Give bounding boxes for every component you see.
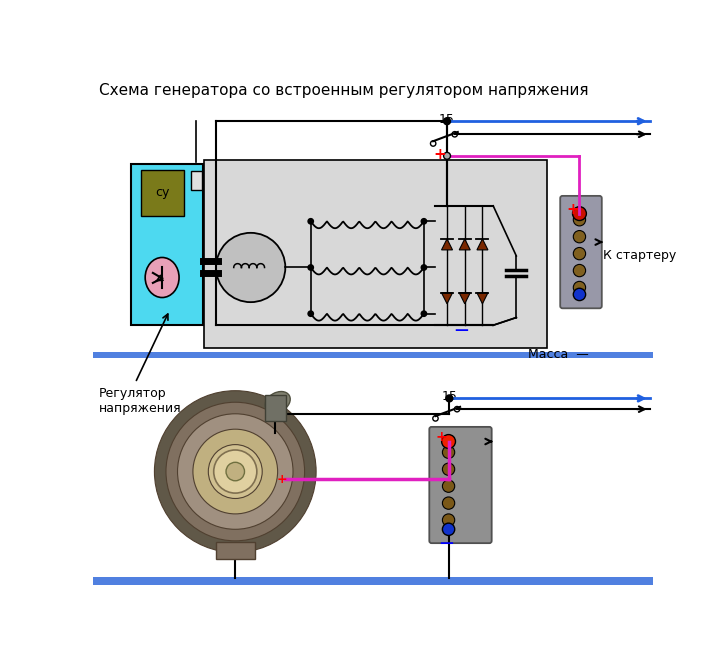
Bar	[191, 171, 202, 191]
Circle shape	[308, 265, 314, 270]
Circle shape	[443, 497, 455, 509]
Circle shape	[446, 395, 453, 402]
Text: Регулятор
напряжения: Регулятор напряжения	[99, 387, 181, 415]
Ellipse shape	[145, 258, 179, 298]
Text: —: —	[455, 323, 469, 338]
Circle shape	[208, 445, 262, 499]
Circle shape	[574, 281, 585, 294]
FancyBboxPatch shape	[430, 427, 491, 543]
Text: +: +	[566, 202, 579, 217]
Circle shape	[443, 446, 455, 459]
Polygon shape	[441, 239, 453, 250]
Polygon shape	[477, 239, 488, 250]
Text: Схема генератора со встроенным регулятором напряжения: Схема генератора со встроенным регулятор…	[99, 83, 588, 99]
Circle shape	[443, 463, 455, 476]
Circle shape	[308, 219, 314, 224]
Text: +: +	[433, 147, 446, 162]
Text: —: —	[439, 536, 454, 550]
Circle shape	[443, 152, 451, 159]
Polygon shape	[441, 293, 453, 304]
Circle shape	[443, 523, 455, 535]
Bar	[216, 541, 255, 558]
Polygon shape	[459, 293, 470, 304]
Circle shape	[574, 248, 585, 260]
Polygon shape	[477, 293, 488, 304]
Circle shape	[442, 434, 456, 449]
Text: Масса  —: Масса —	[528, 348, 589, 361]
Polygon shape	[459, 239, 470, 250]
Circle shape	[574, 231, 585, 243]
Circle shape	[166, 402, 304, 541]
Bar	[93, 352, 654, 357]
Bar	[141, 170, 183, 216]
Circle shape	[154, 391, 316, 553]
Circle shape	[422, 311, 427, 317]
Circle shape	[574, 214, 585, 226]
Bar	[264, 395, 286, 422]
Circle shape	[422, 265, 427, 270]
Bar	[205, 160, 547, 348]
FancyBboxPatch shape	[561, 196, 602, 308]
Bar	[93, 577, 654, 585]
Circle shape	[443, 514, 455, 526]
Circle shape	[572, 207, 586, 221]
Circle shape	[574, 288, 585, 301]
Circle shape	[308, 311, 314, 317]
Circle shape	[226, 463, 245, 481]
Text: 15: 15	[441, 390, 457, 403]
Text: +: +	[435, 430, 447, 444]
Circle shape	[193, 429, 277, 514]
Circle shape	[443, 118, 451, 125]
Circle shape	[216, 233, 285, 302]
Text: су: су	[155, 187, 170, 199]
Circle shape	[422, 219, 427, 224]
Text: +: +	[276, 473, 287, 486]
Circle shape	[178, 414, 293, 530]
Circle shape	[443, 480, 455, 492]
Bar	[131, 164, 203, 325]
Text: 15: 15	[439, 113, 455, 125]
Circle shape	[574, 264, 585, 277]
Text: К стартеру: К стартеру	[604, 250, 676, 262]
Ellipse shape	[265, 392, 290, 413]
Circle shape	[214, 450, 257, 493]
